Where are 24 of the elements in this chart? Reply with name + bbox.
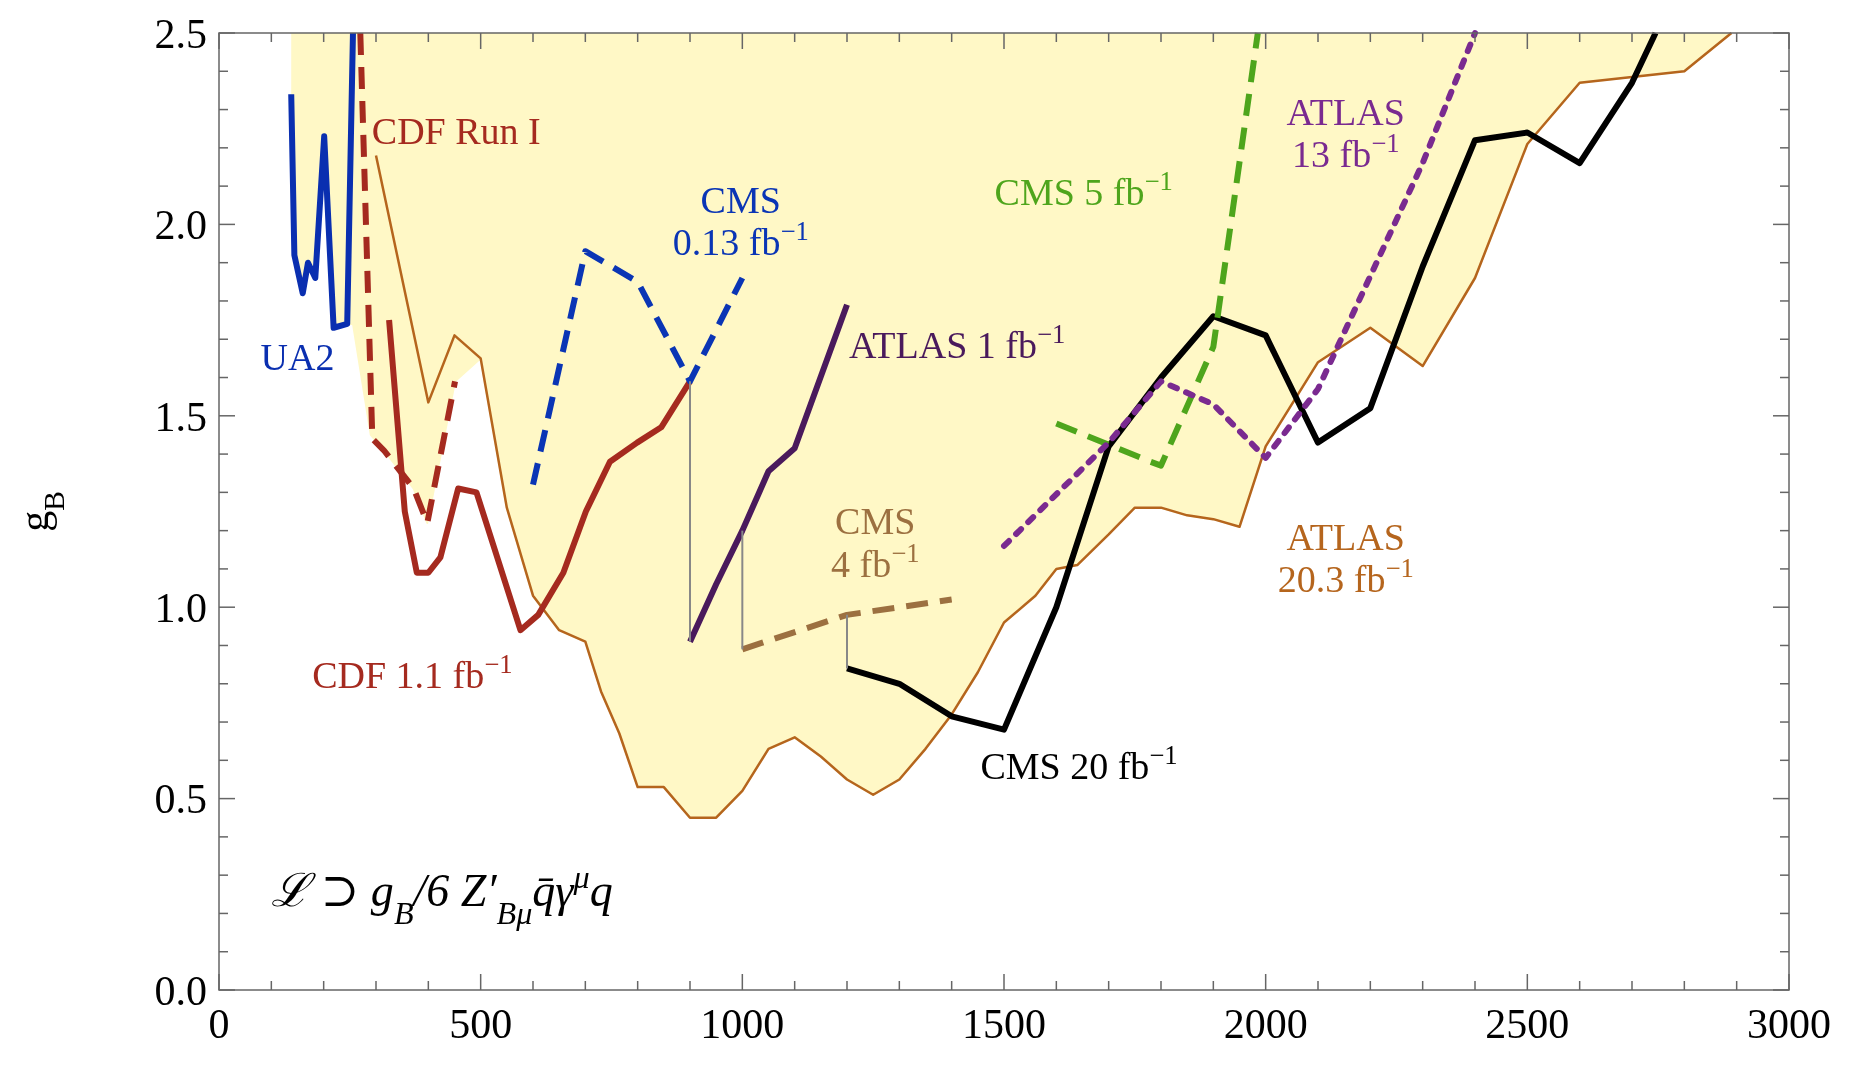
series-label: ATLAS 1 fb$^{−1}$: [849, 319, 1066, 367]
annotation: ℒ ⊃ g$_{B}$/6 Z′$_{Bμ}$q̄γ$^{μ}$q: [271, 858, 613, 931]
x-tick-label: 1500: [962, 1001, 1046, 1047]
series-label: CMS 4 fb$^{−1}$: [831, 500, 920, 586]
y-tick-label: 1.0: [154, 584, 207, 631]
series-label: UA2: [260, 335, 335, 378]
x-tick-label: 1000: [700, 1001, 785, 1047]
y-tick-label: 0.0: [154, 967, 207, 1014]
series-label: CDF Run I: [371, 110, 541, 153]
y-tick-label: 2.5: [154, 10, 207, 57]
series-label: CMS 20 fb$^{−1}$: [980, 740, 1178, 788]
x-tick-label: 2500: [1485, 1001, 1570, 1047]
x-tick-label: 500: [449, 1001, 513, 1047]
series-label: CDF 1.1 fb$^{−1}$: [312, 648, 513, 696]
y-tick-label: 2.0: [154, 202, 207, 249]
x-tick-label: 3000: [1747, 1001, 1831, 1047]
x-tick-label: 2000: [1223, 1001, 1308, 1047]
y-tick-label: 1.5: [154, 393, 207, 440]
y-tick-label: 0.5: [154, 776, 207, 823]
series-label: ATLAS 20.3 fb$^{−1}$: [1277, 515, 1414, 601]
series-label: CMS 5 fb$^{−1}$: [994, 166, 1173, 214]
x-tick-label: 0: [208, 1001, 230, 1047]
series-label: CMS 0.13 fb$^{−1}$: [672, 178, 809, 264]
series-label: ATLAS 13 fb$^{−1}$: [1286, 90, 1405, 176]
